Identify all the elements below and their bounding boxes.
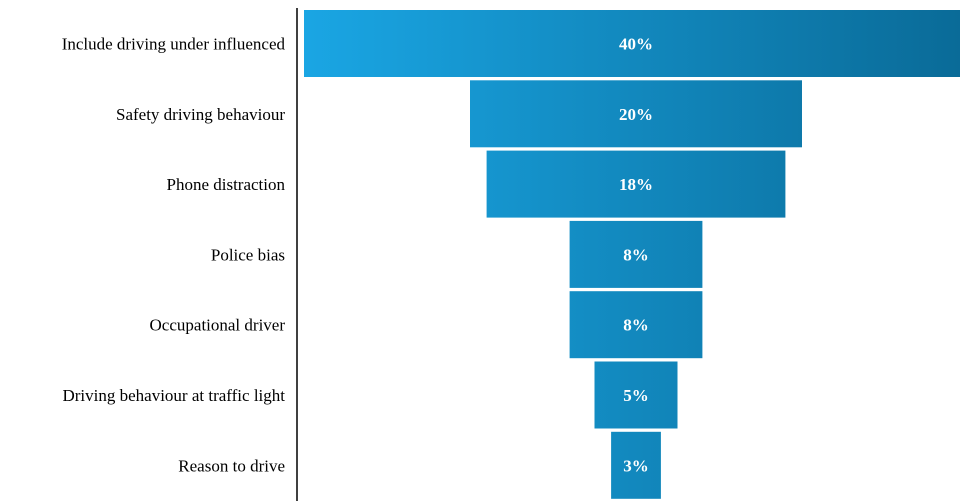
- funnel-bar: [569, 220, 703, 288]
- value-label: 3%: [623, 456, 649, 475]
- funnel-bar: [611, 431, 661, 499]
- value-label: 5%: [623, 386, 649, 405]
- funnel-bar: [569, 291, 703, 359]
- category-label: Reason to drive: [178, 456, 285, 475]
- value-label: 18%: [619, 175, 653, 194]
- value-labels: 40% 20% 18% 8% 8% 5% 3%: [619, 35, 653, 476]
- category-label: Safety driving behaviour: [116, 105, 285, 124]
- value-label: 40%: [619, 35, 653, 54]
- category-label: Include driving under influenced: [62, 35, 286, 54]
- value-label: 8%: [623, 316, 649, 335]
- category-labels: Include driving under influenced Safety d…: [62, 35, 286, 476]
- funnel-bars: [304, 10, 960, 499]
- funnel-bar: [594, 361, 678, 429]
- category-label: Police bias: [211, 245, 285, 264]
- funnel-bar: [486, 150, 786, 218]
- funnel-bar: [470, 80, 802, 148]
- value-label: 8%: [623, 245, 649, 264]
- category-label: Phone distraction: [166, 175, 285, 194]
- value-label: 20%: [619, 105, 653, 124]
- category-label: Driving behaviour at traffic light: [62, 386, 285, 405]
- funnel-bar: [304, 10, 960, 77]
- category-label: Occupational driver: [150, 316, 286, 335]
